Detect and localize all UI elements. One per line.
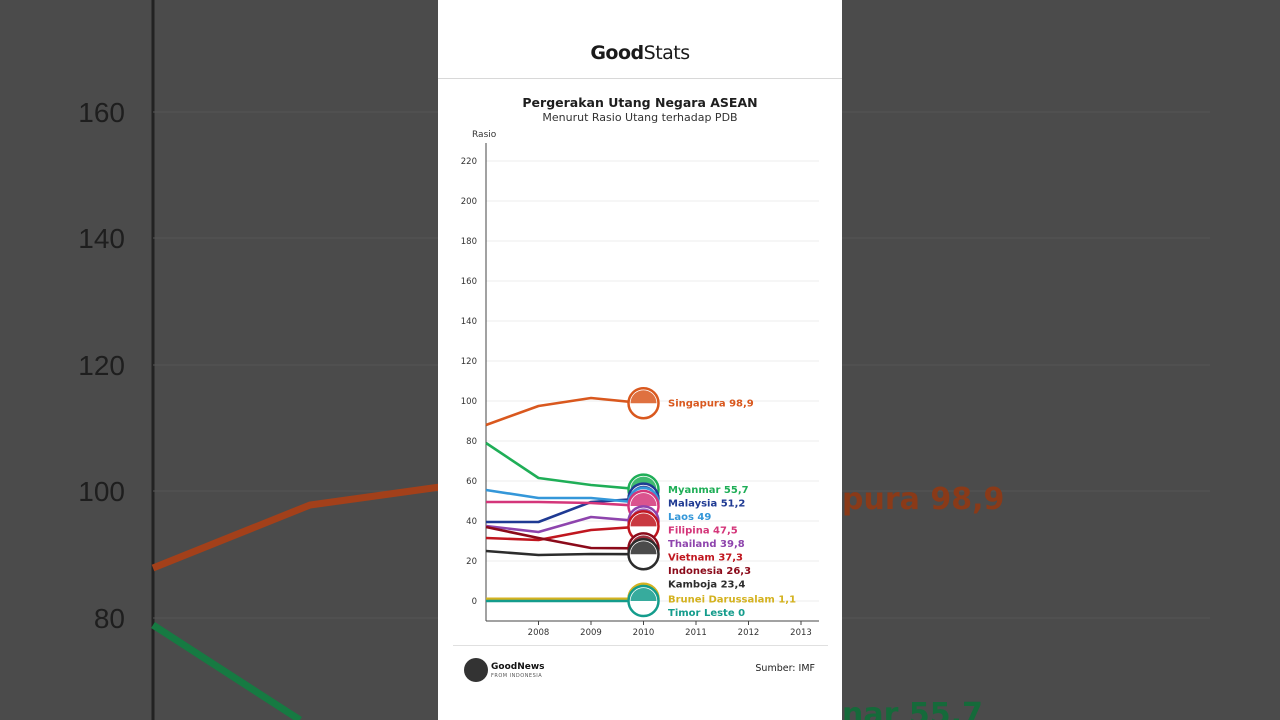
flag-singapura <box>627 386 660 420</box>
series-label-thailand: Thailand 39,8 <box>668 539 745 550</box>
series-line-indonesia <box>485 525 644 550</box>
y-tick-label: 60 <box>466 477 477 487</box>
y-tick-label: 220 <box>461 157 477 167</box>
series-label-myanmar: Myanmar 55,7 <box>668 485 749 496</box>
goodnews-logo-icon <box>464 658 488 682</box>
series-line-vietnam <box>485 525 644 542</box>
x-tick-label: 2013 <box>790 628 812 638</box>
series-line-singapura <box>485 396 644 427</box>
series-line-laos <box>485 488 644 505</box>
header-divider <box>438 78 842 79</box>
bg-ytick-140: 140 <box>78 223 125 254</box>
logo-light: Stats <box>643 42 691 64</box>
flag-vietnam <box>627 510 660 543</box>
bg-ytick-120: 120 <box>78 350 125 381</box>
bg-label-myanmar: nar 55,7 <box>842 697 983 720</box>
series-label-laos: Laos 49 <box>668 512 711 523</box>
series-label-indonesia: Indonesia 26,3 <box>668 566 751 577</box>
y-tick-label: 120 <box>461 357 477 367</box>
y-tick-label: 80 <box>466 437 477 447</box>
series-line-thailand <box>485 515 644 534</box>
bg-ytick-80: 80 <box>94 603 125 634</box>
series-line-filipina <box>486 500 644 508</box>
bg-label-singapura: pura 98,9 <box>842 482 1004 517</box>
bg-line-myanmar <box>151 622 302 720</box>
series-lines <box>485 396 644 603</box>
x-tick-label: 2012 <box>738 628 760 638</box>
y-tick-label: 100 <box>461 397 477 407</box>
logo-bold: Good <box>590 42 644 64</box>
x-axis-ticks: 2008 2009 2010 2011 2012 2013 <box>528 621 812 638</box>
series-label-singapura: Singapura 98,9 <box>668 399 754 410</box>
footer-brand-name: GoodNews <box>491 662 545 672</box>
bg-ytick-100: 100 <box>78 476 125 507</box>
y-tick-label: 180 <box>461 237 477 247</box>
chart-card: GoodStats Pergerakan Utang Negara ASEAN … <box>438 0 842 720</box>
bg-line-singapura <box>151 483 441 572</box>
series-label-filipina: Filipina 47,5 <box>668 526 738 537</box>
chart-title: Pergerakan Utang Negara ASEAN <box>522 95 758 110</box>
series-line-kamboja <box>485 549 644 557</box>
y-tick-label: 140 <box>461 317 477 327</box>
y-tick-label: 40 <box>466 517 477 527</box>
flag-markers <box>627 386 660 618</box>
x-tick-label: 2008 <box>528 628 550 638</box>
y-tick-label: 200 <box>461 197 477 207</box>
footer-brand-tagline: FROM INDONESIA <box>491 673 543 679</box>
x-tick-label: 2011 <box>685 628 707 638</box>
y-axis-label: Rasio <box>472 130 497 140</box>
y-tick-label: 160 <box>461 277 477 287</box>
series-label-brunei-darussalam: Brunei Darussalam 1,1 <box>668 594 796 605</box>
bg-ytick-160: 160 <box>78 97 125 128</box>
y-tick-label: 20 <box>466 557 477 567</box>
flag-kamboja <box>627 537 660 571</box>
series-label-kamboja: Kamboja 23,4 <box>668 580 745 591</box>
source-note: Sumber: IMF <box>755 663 815 674</box>
y-tick-label: 0 <box>472 597 477 607</box>
series-label-timor-leste: Timor Leste 0 <box>668 608 745 619</box>
x-tick-label: 2010 <box>633 628 655 638</box>
chart-subtitle: Menurut Rasio Utang terhadap PDB <box>542 111 738 124</box>
series-line-myanmar <box>485 441 644 491</box>
goodstats-logo: GoodStats <box>438 42 842 64</box>
flag-timor-leste <box>627 584 660 618</box>
x-tick-label: 2009 <box>580 628 602 638</box>
series-label-malaysia: Malaysia 51,2 <box>668 499 745 510</box>
y-axis-ticks: 0 20 40 60 80 100 120 140 160 180 200 220 <box>461 157 477 607</box>
series-label-vietnam: Vietnam 37,3 <box>668 553 743 564</box>
series-labels: Singapura 98,9 Myanmar 55,7 Malaysia 51,2 L… <box>668 399 796 619</box>
footer-divider <box>453 645 828 646</box>
